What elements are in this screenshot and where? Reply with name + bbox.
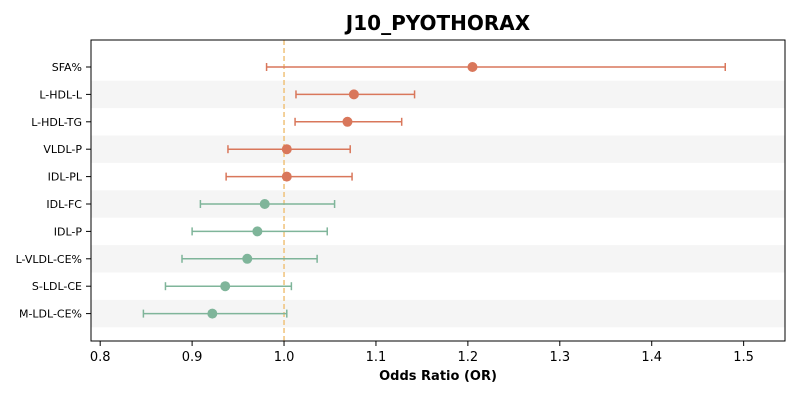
y-tick-label: IDL-PL [48,171,83,184]
x-tick-label: 1.4 [641,350,662,365]
y-tick-label: M-LDL-CE% [19,308,82,321]
chart-title: J10_PYOTHORAX [344,11,531,35]
or-point [348,89,359,100]
or-point [207,308,218,319]
x-tick-label: 1.0 [274,350,295,365]
y-axis: SFA% L-HDL-L L-HDL-TG VLDL-P IDL-PL IDL-FC IDL… [16,61,91,321]
or-point [342,116,353,127]
row-band [91,135,785,163]
or-point [242,253,253,264]
x-axis-label: Odds Ratio (OR) [379,369,497,384]
data-marks [142,62,727,319]
x-tick-label: 1.3 [549,350,570,365]
y-tick-label: IDL-P [54,225,83,238]
x-tick-label: 0.8 [90,350,111,365]
y-tick-label: VLDL-P [43,143,82,156]
y-tick-label: L-HDL-TG [31,116,82,129]
row-band [91,80,785,109]
row-band [91,190,785,218]
row-bands [91,80,785,328]
or-point [281,171,292,182]
or-point [220,281,231,292]
or-point [281,144,292,155]
x-axis: 0.8 0.9 1.0 1.1 1.2 1.3 1.4 1.5 [90,341,754,365]
plot-frame [90,39,786,342]
y-tick-label: L-VLDL-CE% [16,253,82,266]
y-tick-label: IDL-FC [46,198,82,211]
x-tick-label: 1.1 [366,350,387,365]
x-tick-label: 0.9 [182,350,203,365]
y-tick-label: L-HDL-L [39,88,83,101]
x-tick-label: 1.2 [458,350,479,365]
or-point [467,62,478,72]
or-point [259,199,270,209]
or-point [252,226,263,237]
y-tick-label: S-LDL-CE [32,280,82,293]
y-tick-label: SFA% [52,61,82,74]
x-tick-label: 1.5 [733,350,754,365]
